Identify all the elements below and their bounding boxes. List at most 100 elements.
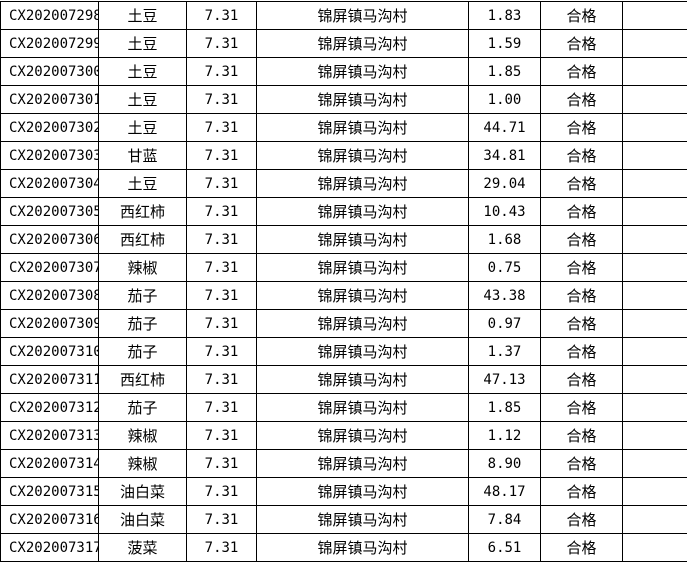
product: 油白菜 bbox=[99, 478, 187, 506]
date: 7.31 bbox=[187, 310, 257, 338]
product: 油白菜 bbox=[99, 506, 187, 534]
measurement: 0.75 bbox=[469, 254, 541, 282]
product: 西红柿 bbox=[99, 226, 187, 254]
date: 7.31 bbox=[187, 198, 257, 226]
empty-cell bbox=[623, 86, 687, 114]
sample-id: CX202007315 bbox=[1, 478, 99, 506]
location: 锦屏镇马沟村 bbox=[257, 58, 469, 86]
location: 锦屏镇马沟村 bbox=[257, 366, 469, 394]
product: 西红柿 bbox=[99, 366, 187, 394]
result: 合格 bbox=[541, 506, 623, 534]
location: 锦屏镇马沟村 bbox=[257, 198, 469, 226]
product: 甘蓝 bbox=[99, 142, 187, 170]
location: 锦屏镇马沟村 bbox=[257, 226, 469, 254]
measurement: 1.12 bbox=[469, 422, 541, 450]
empty-cell bbox=[623, 422, 687, 450]
result: 合格 bbox=[541, 170, 623, 198]
sample-id: CX202007310 bbox=[1, 338, 99, 366]
measurement: 1.00 bbox=[469, 86, 541, 114]
sample-id: CX202007304 bbox=[1, 170, 99, 198]
location: 锦屏镇马沟村 bbox=[257, 2, 469, 30]
product: 土豆 bbox=[99, 58, 187, 86]
date: 7.31 bbox=[187, 142, 257, 170]
date: 7.31 bbox=[187, 2, 257, 30]
product: 土豆 bbox=[99, 2, 187, 30]
result: 合格 bbox=[541, 58, 623, 86]
measurement: 1.59 bbox=[469, 30, 541, 58]
sample-id: CX202007312 bbox=[1, 394, 99, 422]
sample-id: CX202007301 bbox=[1, 86, 99, 114]
date: 7.31 bbox=[187, 282, 257, 310]
sample-id: CX202007311 bbox=[1, 366, 99, 394]
empty-cell bbox=[623, 338, 687, 366]
sample-id: CX202007313 bbox=[1, 422, 99, 450]
empty-cell bbox=[623, 366, 687, 394]
result: 合格 bbox=[541, 114, 623, 142]
date: 7.31 bbox=[187, 506, 257, 534]
product: 辣椒 bbox=[99, 450, 187, 478]
empty-cell bbox=[623, 478, 687, 506]
date: 7.31 bbox=[187, 422, 257, 450]
date: 7.31 bbox=[187, 450, 257, 478]
location: 锦屏镇马沟村 bbox=[257, 282, 469, 310]
location: 锦屏镇马沟村 bbox=[257, 534, 469, 562]
sample-id: CX202007303 bbox=[1, 142, 99, 170]
location: 锦屏镇马沟村 bbox=[257, 86, 469, 114]
sample-id: CX202007300 bbox=[1, 58, 99, 86]
sample-id: CX202007316 bbox=[1, 506, 99, 534]
measurement: 0.97 bbox=[469, 310, 541, 338]
date: 7.31 bbox=[187, 338, 257, 366]
result: 合格 bbox=[541, 310, 623, 338]
sample-id: CX202007306 bbox=[1, 226, 99, 254]
product: 土豆 bbox=[99, 170, 187, 198]
measurement: 48.17 bbox=[469, 478, 541, 506]
sample-id: CX202007309 bbox=[1, 310, 99, 338]
empty-cell bbox=[623, 506, 687, 534]
measurement: 1.37 bbox=[469, 338, 541, 366]
empty-cell bbox=[623, 534, 687, 562]
result: 合格 bbox=[541, 2, 623, 30]
date: 7.31 bbox=[187, 394, 257, 422]
measurement: 7.84 bbox=[469, 506, 541, 534]
result: 合格 bbox=[541, 338, 623, 366]
result: 合格 bbox=[541, 86, 623, 114]
result: 合格 bbox=[541, 478, 623, 506]
result: 合格 bbox=[541, 534, 623, 562]
location: 锦屏镇马沟村 bbox=[257, 478, 469, 506]
location: 锦屏镇马沟村 bbox=[257, 170, 469, 198]
location: 锦屏镇马沟村 bbox=[257, 30, 469, 58]
product: 辣椒 bbox=[99, 422, 187, 450]
product: 土豆 bbox=[99, 114, 187, 142]
measurement: 29.04 bbox=[469, 170, 541, 198]
location: 锦屏镇马沟村 bbox=[257, 506, 469, 534]
sample-id: CX202007317 bbox=[1, 534, 99, 562]
result: 合格 bbox=[541, 198, 623, 226]
result: 合格 bbox=[541, 142, 623, 170]
location: 锦屏镇马沟村 bbox=[257, 394, 469, 422]
date: 7.31 bbox=[187, 114, 257, 142]
sample-id: CX202007305 bbox=[1, 198, 99, 226]
product: 西红柿 bbox=[99, 198, 187, 226]
result: 合格 bbox=[541, 366, 623, 394]
measurement: 47.13 bbox=[469, 366, 541, 394]
product: 土豆 bbox=[99, 30, 187, 58]
empty-cell bbox=[623, 310, 687, 338]
measurement: 43.38 bbox=[469, 282, 541, 310]
sample-id: CX202007302 bbox=[1, 114, 99, 142]
sample-id: CX202007299 bbox=[1, 30, 99, 58]
date: 7.31 bbox=[187, 30, 257, 58]
result: 合格 bbox=[541, 422, 623, 450]
location: 锦屏镇马沟村 bbox=[257, 142, 469, 170]
sample-id: CX202007307 bbox=[1, 254, 99, 282]
date: 7.31 bbox=[187, 170, 257, 198]
